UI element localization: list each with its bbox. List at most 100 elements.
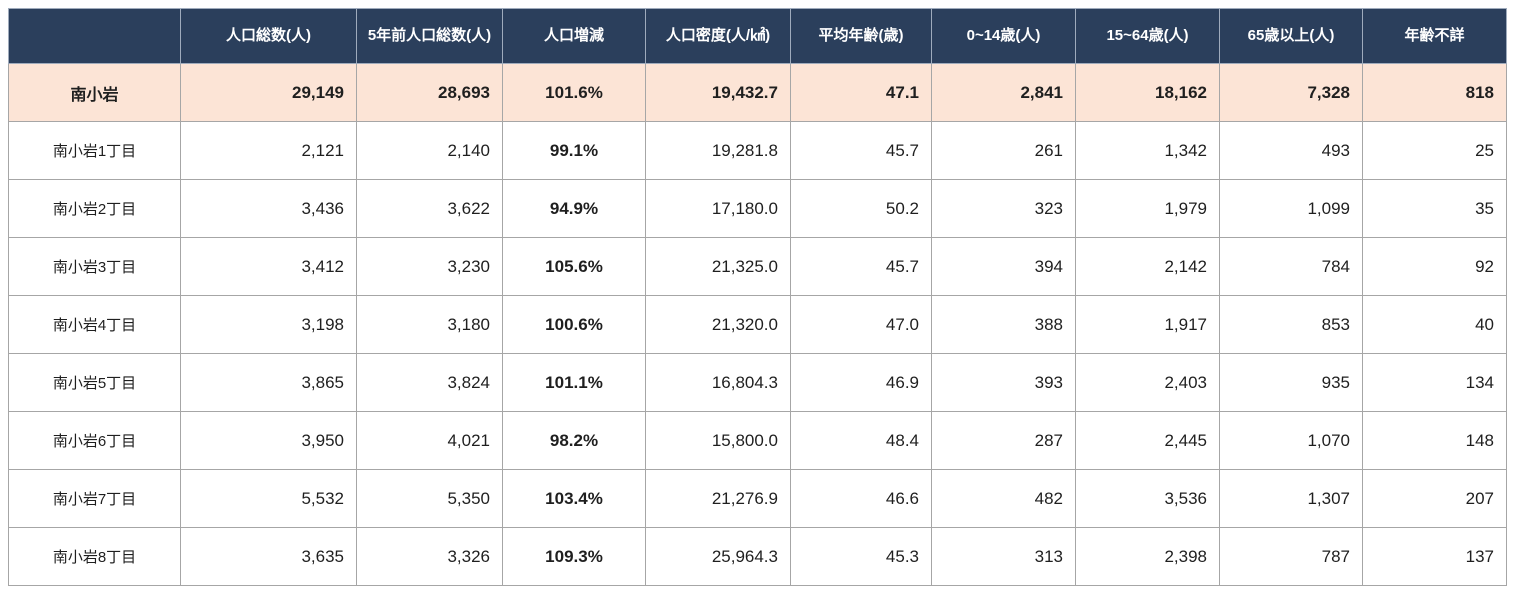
value-cell: 261 bbox=[931, 121, 1076, 180]
table-header: 人口総数(人) 5年前人口総数(人) 人口増減 人口密度(人/㎢) 平均年齢(歳… bbox=[8, 8, 1507, 64]
value-cell: 47.0 bbox=[790, 295, 932, 354]
value-cell: 3,622 bbox=[356, 179, 503, 238]
value-cell: 17,180.0 bbox=[645, 179, 791, 238]
col-header-average-age: 平均年齢(歳) bbox=[790, 8, 932, 64]
row-name-cell: 南小岩4丁目 bbox=[8, 295, 181, 354]
value-cell: 2,445 bbox=[1075, 411, 1220, 470]
value-cell: 3,326 bbox=[356, 527, 503, 586]
value-cell: 1,917 bbox=[1075, 295, 1220, 354]
value-cell: 2,142 bbox=[1075, 237, 1220, 296]
value-cell: 3,865 bbox=[180, 353, 357, 412]
value-cell: 46.6 bbox=[790, 469, 932, 528]
value-cell: 3,412 bbox=[180, 237, 357, 296]
value-cell: 493 bbox=[1219, 121, 1363, 180]
value-cell: 1,070 bbox=[1219, 411, 1363, 470]
value-cell: 313 bbox=[931, 527, 1076, 586]
header-row: 人口総数(人) 5年前人口総数(人) 人口増減 人口密度(人/㎢) 平均年齢(歳… bbox=[8, 8, 1507, 64]
value-cell: 2,121 bbox=[180, 121, 357, 180]
value-cell: 2,140 bbox=[356, 121, 503, 180]
value-cell: 1,979 bbox=[1075, 179, 1220, 238]
value-cell: 5,350 bbox=[356, 469, 503, 528]
value-cell: 21,276.9 bbox=[645, 469, 791, 528]
value-cell: 101.1% bbox=[502, 353, 646, 412]
value-cell: 207 bbox=[1362, 469, 1507, 528]
value-cell: 4,021 bbox=[356, 411, 503, 470]
table-row: 南小岩5丁目 3,865 3,824 101.1% 16,804.3 46.9 393 2,4… bbox=[8, 353, 1507, 412]
value-cell: 148 bbox=[1362, 411, 1507, 470]
value-cell: 2,398 bbox=[1075, 527, 1220, 586]
table-row: 南小岩3丁目 3,412 3,230 105.6% 21,325.0 45.7 394 2,1… bbox=[8, 237, 1507, 296]
value-cell: 3,230 bbox=[356, 237, 503, 296]
value-cell: 98.2% bbox=[502, 411, 646, 470]
row-name-cell: 南小岩3丁目 bbox=[8, 237, 181, 296]
col-header-population-5yr-ago: 5年前人口総数(人) bbox=[356, 8, 503, 64]
value-cell: 21,320.0 bbox=[645, 295, 791, 354]
value-cell: 45.7 bbox=[790, 237, 932, 296]
value-cell: 35 bbox=[1362, 179, 1507, 238]
table-row: 南小岩8丁目 3,635 3,326 109.3% 25,964.3 45.3 313 2,3… bbox=[8, 527, 1507, 586]
value-cell: 45.3 bbox=[790, 527, 932, 586]
col-header-total-population: 人口総数(人) bbox=[180, 8, 357, 64]
value-cell: 50.2 bbox=[790, 179, 932, 238]
value-cell: 818 bbox=[1362, 63, 1507, 122]
value-cell: 2,841 bbox=[931, 63, 1076, 122]
value-cell: 7,328 bbox=[1219, 63, 1363, 122]
value-cell: 3,824 bbox=[356, 353, 503, 412]
value-cell: 5,532 bbox=[180, 469, 357, 528]
value-cell: 784 bbox=[1219, 237, 1363, 296]
value-cell: 45.7 bbox=[790, 121, 932, 180]
value-cell: 393 bbox=[931, 353, 1076, 412]
value-cell: 109.3% bbox=[502, 527, 646, 586]
value-cell: 3,635 bbox=[180, 527, 357, 586]
value-cell: 47.1 bbox=[790, 63, 932, 122]
value-cell: 100.6% bbox=[502, 295, 646, 354]
value-cell: 1,307 bbox=[1219, 469, 1363, 528]
row-name-cell: 南小岩7丁目 bbox=[8, 469, 181, 528]
value-cell: 21,325.0 bbox=[645, 237, 791, 296]
value-cell: 92 bbox=[1362, 237, 1507, 296]
value-cell: 134 bbox=[1362, 353, 1507, 412]
value-cell: 3,180 bbox=[356, 295, 503, 354]
table-row: 南小岩2丁目 3,436 3,622 94.9% 17,180.0 50.2 323 1,97… bbox=[8, 179, 1507, 238]
value-cell: 25 bbox=[1362, 121, 1507, 180]
col-header-population-density: 人口密度(人/㎢) bbox=[645, 8, 791, 64]
value-cell: 853 bbox=[1219, 295, 1363, 354]
value-cell: 394 bbox=[931, 237, 1076, 296]
summary-row: 南小岩 29,149 28,693 101.6% 19,432.7 47.1 2,841 18… bbox=[8, 63, 1507, 122]
value-cell: 2,403 bbox=[1075, 353, 1220, 412]
value-cell: 388 bbox=[931, 295, 1076, 354]
value-cell: 1,099 bbox=[1219, 179, 1363, 238]
table-row: 南小岩1丁目 2,121 2,140 99.1% 19,281.8 45.7 261 1,34… bbox=[8, 121, 1507, 180]
row-name-cell: 南小岩 bbox=[8, 63, 181, 122]
col-header-age-0-14: 0~14歳(人) bbox=[931, 8, 1076, 64]
value-cell: 94.9% bbox=[502, 179, 646, 238]
row-name-cell: 南小岩2丁目 bbox=[8, 179, 181, 238]
row-name-cell: 南小岩8丁目 bbox=[8, 527, 181, 586]
value-cell: 19,281.8 bbox=[645, 121, 791, 180]
value-cell: 137 bbox=[1362, 527, 1507, 586]
table-row: 南小岩4丁目 3,198 3,180 100.6% 21,320.0 47.0 388 1,9… bbox=[8, 295, 1507, 354]
value-cell: 25,964.3 bbox=[645, 527, 791, 586]
value-cell: 323 bbox=[931, 179, 1076, 238]
value-cell: 28,693 bbox=[356, 63, 503, 122]
row-name-cell: 南小岩6丁目 bbox=[8, 411, 181, 470]
value-cell: 482 bbox=[931, 469, 1076, 528]
table-row: 南小岩7丁目 5,532 5,350 103.4% 21,276.9 46.6 482 3,5… bbox=[8, 469, 1507, 528]
value-cell: 101.6% bbox=[502, 63, 646, 122]
value-cell: 16,804.3 bbox=[645, 353, 791, 412]
value-cell: 3,436 bbox=[180, 179, 357, 238]
value-cell: 3,536 bbox=[1075, 469, 1220, 528]
table-body: 南小岩 29,149 28,693 101.6% 19,432.7 47.1 2,841 18… bbox=[8, 63, 1507, 586]
value-cell: 105.6% bbox=[502, 237, 646, 296]
table-row: 南小岩6丁目 3,950 4,021 98.2% 15,800.0 48.4 287 2,44… bbox=[8, 411, 1507, 470]
corner-header-cell bbox=[8, 8, 181, 64]
value-cell: 29,149 bbox=[180, 63, 357, 122]
value-cell: 46.9 bbox=[790, 353, 932, 412]
value-cell: 3,198 bbox=[180, 295, 357, 354]
value-cell: 19,432.7 bbox=[645, 63, 791, 122]
row-name-cell: 南小岩1丁目 bbox=[8, 121, 181, 180]
value-cell: 287 bbox=[931, 411, 1076, 470]
col-header-population-change: 人口増減 bbox=[502, 8, 646, 64]
col-header-age-unknown: 年齢不詳 bbox=[1362, 8, 1507, 64]
value-cell: 99.1% bbox=[502, 121, 646, 180]
